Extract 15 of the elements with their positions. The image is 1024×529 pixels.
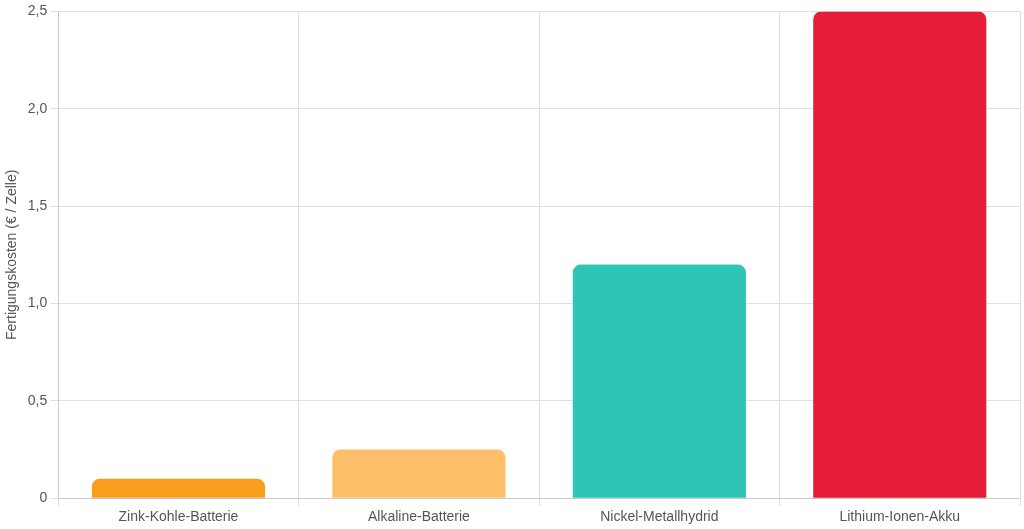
bar (332, 449, 506, 498)
y-tick-label: 0 (39, 489, 48, 506)
y-tick-label: 2,5 (27, 2, 48, 19)
x-tick-label: Alkaline-Batterie (367, 508, 471, 525)
y-tick-label: 1,5 (27, 196, 48, 213)
bar (813, 11, 987, 498)
bar (572, 264, 746, 498)
y-tick-label: 2,0 (27, 99, 48, 116)
x-tick-label: Lithium-Ionen-Akku (839, 508, 961, 525)
x-tick-label: Zink-Kohle-Batterie (118, 508, 239, 525)
x-tick-label: Nickel-Metallhydrid (600, 508, 719, 525)
y-axis-title: Fertigungskosten (€ / Zelle) (3, 169, 20, 340)
y-tick-label: 1,0 (27, 294, 48, 311)
y-tick-label: 0,5 (27, 391, 48, 408)
bar (91, 478, 266, 498)
